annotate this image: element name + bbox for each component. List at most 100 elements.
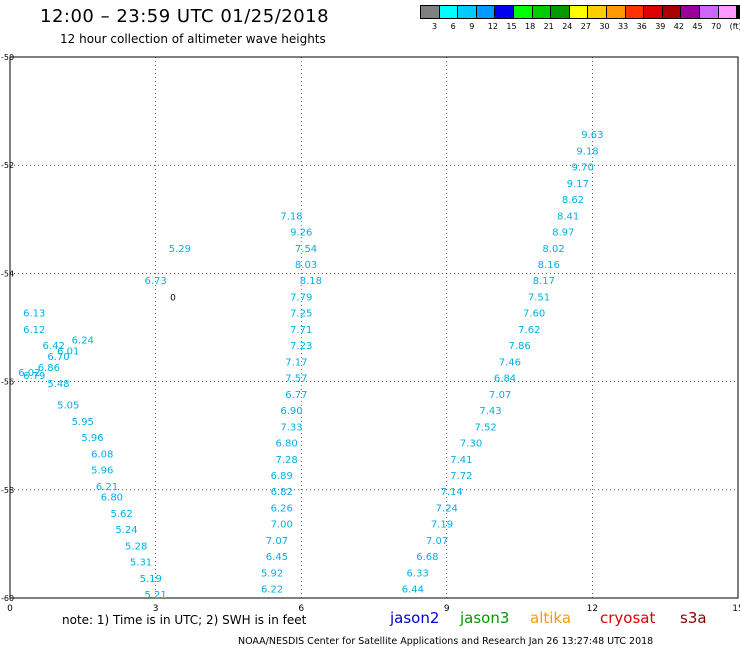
- color-scale-label: 45: [692, 22, 703, 31]
- swh-value-label: 6.45: [266, 552, 288, 563]
- swh-value-label: 6.70: [47, 352, 69, 363]
- swh-value-label: 7.60: [523, 309, 545, 320]
- x-tick-label: 12: [587, 604, 598, 614]
- swh-value-label: 5.28: [125, 541, 147, 552]
- swh-value-label: 8.97: [552, 228, 574, 239]
- y-tick-label: -54: [1, 269, 14, 278]
- swh-value-label: 8.16: [538, 260, 560, 271]
- color-scale-label: 24: [562, 22, 573, 31]
- x-tick-label: 3: [153, 604, 159, 614]
- x-tick-label: 15: [732, 604, 740, 614]
- mission-legend-jason2: jason2: [390, 609, 440, 627]
- swh-value-label: 5.95: [72, 417, 94, 428]
- plot-axes: 0 3 6 9 12 15 -50 -52 -54 -56 -58 -60: [1, 53, 740, 614]
- color-scale-label: 70: [711, 22, 722, 31]
- swh-value-label: 7.28: [276, 455, 298, 466]
- y-tick-label: -56: [1, 378, 14, 387]
- swh-value-label: 7.14: [441, 487, 463, 498]
- color-scale-label: 15: [506, 22, 517, 31]
- y-tick-label: -50: [1, 53, 14, 62]
- swh-value-label: 5.21: [144, 590, 166, 601]
- y-tick-label: -60: [1, 594, 14, 603]
- credit-line: NOAA/NESDIS Center for Satellite Applica…: [238, 636, 654, 647]
- swh-value-label: 8.41: [557, 211, 579, 222]
- swh-value-label: 7.46: [499, 357, 521, 368]
- swh-value-label: 8.17: [533, 276, 555, 287]
- swh-value-label: 7.54: [295, 244, 317, 255]
- swh-value-label: 5.96: [81, 433, 103, 444]
- swh-value-label: 6.77: [285, 390, 307, 401]
- swh-value-label: 6.82: [271, 487, 293, 498]
- swh-value-label: 6.22: [261, 585, 283, 596]
- color-scale-label: 18: [525, 22, 536, 31]
- color-scale-label: 30: [599, 22, 610, 31]
- color-scale: [420, 5, 740, 19]
- swh-value-label: 7.07: [489, 390, 511, 401]
- x-tick-label: 6: [298, 604, 304, 614]
- mission-legend-cryosat: cryosat: [600, 609, 656, 627]
- swh-value-label: 7.57: [285, 374, 307, 385]
- swh-value-label: 5.29: [169, 244, 191, 255]
- swh-value-label: 5.31: [130, 558, 152, 569]
- swh-value-label: 7.24: [436, 503, 458, 514]
- swh-value-label: 7.23: [290, 341, 312, 352]
- swh-value-label: 7.79: [290, 292, 312, 303]
- swh-value-label: 7.00: [271, 520, 293, 531]
- color-scale-label: 39: [655, 22, 666, 31]
- swh-value-label: 5.92: [261, 568, 283, 579]
- swh-value-label: 6.79: [23, 371, 45, 382]
- plot-marks: 05.296.736.136.126.42 6.246.016.706.866.0…: [18, 130, 603, 601]
- swh-value-label: 6.89: [271, 471, 293, 482]
- swh-value-label: 9.18: [576, 146, 598, 157]
- color-scale-label: 3: [432, 22, 438, 31]
- color-scale-label: 33: [618, 22, 629, 31]
- swh-value-label: 6.21: [96, 482, 118, 493]
- color-scale-label: 12: [487, 22, 498, 31]
- swh-value-label: 6.24: [72, 336, 94, 347]
- swh-value-label: 6.84: [494, 374, 516, 385]
- swh-value-label: 6.80: [276, 439, 298, 450]
- x-tick-label: 9: [444, 604, 450, 614]
- swh-value-label: 6.86: [38, 363, 60, 374]
- page-title: 12:00 – 23:59 UTC 01/25/2018: [40, 6, 330, 27]
- swh-value-label: 7.72: [450, 471, 472, 482]
- swh-value-label: 6.33: [407, 568, 429, 579]
- swh-value-label: 5.19: [140, 574, 162, 585]
- plot-grid: [9, 56, 739, 599]
- color-swatch: [736, 5, 740, 19]
- color-scale-label: 27: [580, 22, 591, 31]
- contour-label: 0: [170, 293, 176, 303]
- y-tick-label: -52: [1, 161, 14, 170]
- swh-value-label: 7.62: [518, 325, 540, 336]
- swh-value-label: 6.42: [43, 341, 65, 352]
- swh-value-label: 5.24: [115, 525, 137, 536]
- swh-value-label: 9.26: [290, 228, 312, 239]
- swh-value-label: 6.73: [144, 276, 166, 287]
- swh-value-label: 6.02: [18, 368, 40, 379]
- color-scale-label: 42: [673, 22, 684, 31]
- mission-legend-jason3: jason3: [460, 609, 510, 627]
- swh-value-label: 9.70: [572, 163, 594, 174]
- swh-value-label: 7.30: [460, 439, 482, 450]
- swh-value-label: 7.18: [280, 211, 302, 222]
- swh-value-label: 7.51: [528, 292, 550, 303]
- swh-value-label: 6.68: [416, 552, 438, 563]
- swh-value-label: 9.17: [567, 179, 589, 190]
- y-tick-label: -58: [1, 486, 14, 495]
- page-subtitle: 12 hour collection of altimeter wave hei…: [60, 32, 326, 46]
- swh-value-label: 7.86: [508, 341, 530, 352]
- swh-value-label: 9.63: [581, 130, 603, 141]
- swh-value-label: 7.33: [280, 422, 302, 433]
- swh-value-label: 6.26: [271, 503, 293, 514]
- swh-value-label: 6.01: [57, 347, 79, 358]
- swh-value-label: 7.25: [290, 309, 312, 320]
- x-tick-label: 0: [7, 604, 13, 614]
- color-scale-label: 9: [469, 22, 475, 31]
- swh-value-label: 6.44: [402, 585, 424, 596]
- swh-value-label: 8.02: [542, 244, 564, 255]
- mission-legend-altika: altika: [530, 609, 572, 627]
- mission-legend-s3a: s3a: [680, 609, 707, 627]
- swh-value-label: 8.62: [562, 195, 584, 206]
